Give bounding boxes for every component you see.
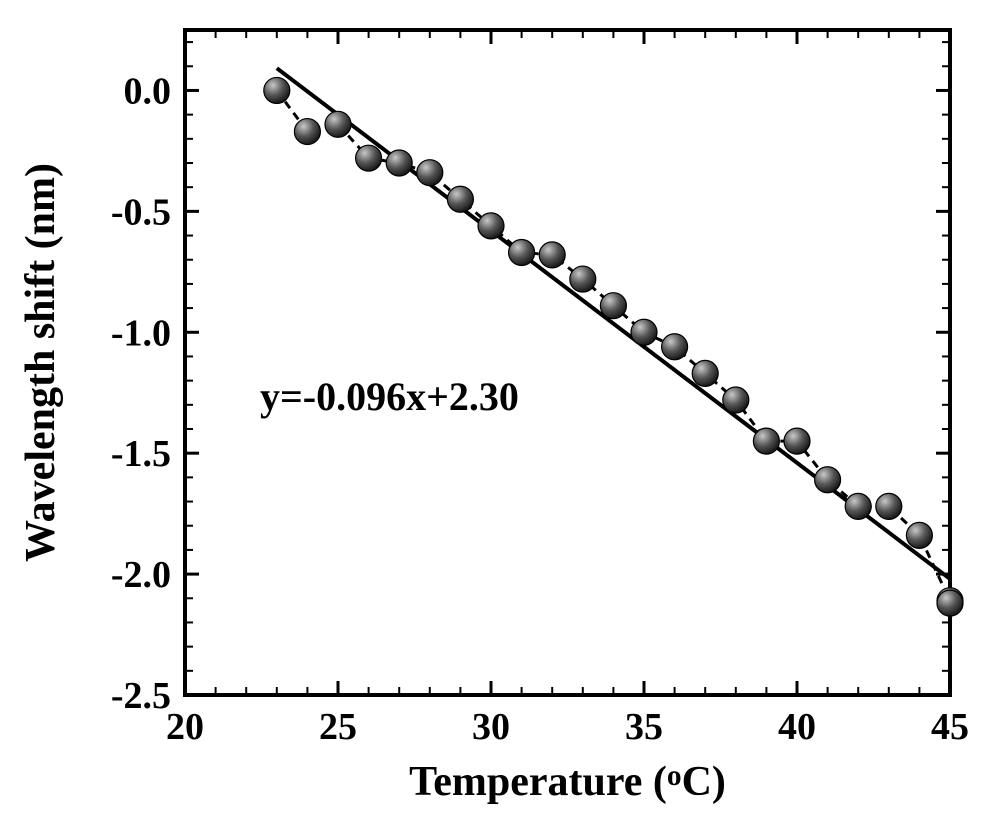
y-tick-label: -1.5 bbox=[111, 433, 171, 475]
data-point bbox=[815, 467, 841, 493]
data-point bbox=[539, 242, 565, 268]
y-tick-label: 0.0 bbox=[124, 70, 172, 112]
y-tick-label: -2.5 bbox=[111, 675, 171, 717]
plot-area: 20 25 30 35 40 45 -2.5 -2.0 -1.5 -1.0 -0.5 0.0 y=-0.… bbox=[18, 30, 969, 805]
data-point bbox=[509, 239, 535, 265]
data-point bbox=[600, 293, 626, 319]
data-point bbox=[570, 266, 596, 292]
x-tick-label: 25 bbox=[319, 706, 357, 748]
data-point bbox=[876, 493, 902, 519]
data-point bbox=[356, 145, 382, 171]
x-tick-label: 30 bbox=[472, 706, 510, 748]
data-point bbox=[294, 119, 320, 145]
data-point bbox=[784, 428, 810, 454]
data-point bbox=[478, 213, 504, 239]
data-point bbox=[631, 319, 657, 345]
data-point bbox=[662, 334, 688, 360]
data-point bbox=[447, 186, 473, 212]
data-point bbox=[723, 387, 749, 413]
x-tick-label: 35 bbox=[625, 706, 663, 748]
data-point bbox=[753, 428, 779, 454]
data-point bbox=[906, 522, 932, 548]
data-point bbox=[264, 77, 290, 103]
x-tick-label: 45 bbox=[931, 706, 969, 748]
data-point bbox=[386, 150, 412, 176]
chart-container: 20 25 30 35 40 45 -2.5 -2.0 -1.5 -1.0 -0.5 0.0 y=-0.… bbox=[0, 0, 1000, 826]
x-axis-label: Temperature (oC) bbox=[409, 759, 726, 805]
y-axis-label: Wavelength shift (nm) bbox=[18, 163, 64, 562]
x-tick-label: 40 bbox=[778, 706, 816, 748]
data-point bbox=[325, 111, 351, 137]
data-point bbox=[937, 590, 963, 616]
y-tick-label: -0.5 bbox=[111, 191, 171, 233]
data-point bbox=[845, 493, 871, 519]
chart-svg: 20 25 30 35 40 45 -2.5 -2.0 -1.5 -1.0 -0.5 0.0 y=-0.… bbox=[0, 0, 1000, 826]
y-tick-label: -1.0 bbox=[111, 312, 171, 354]
equation-label: y=-0.096x+2.30 bbox=[260, 374, 519, 419]
y-tick-label: -2.0 bbox=[111, 554, 171, 596]
data-point bbox=[417, 160, 443, 186]
x-tick-label: 20 bbox=[166, 706, 204, 748]
data-point bbox=[692, 360, 718, 386]
